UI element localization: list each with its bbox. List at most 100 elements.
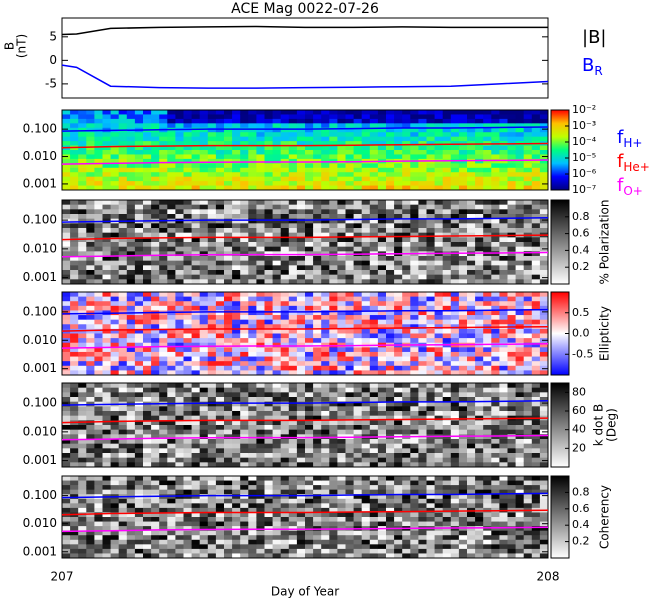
spectrogram-cell bbox=[175, 553, 184, 559]
spectrogram-cell bbox=[134, 443, 144, 449]
spectrogram-cell bbox=[523, 296, 533, 302]
spectrogram-cell bbox=[442, 392, 452, 398]
spectrogram-cell bbox=[467, 209, 476, 215]
spectrogram-cell bbox=[523, 251, 533, 257]
spectrogram-cell bbox=[224, 347, 233, 353]
spectrogram-cell bbox=[62, 110, 71, 115]
spectrogram-cell bbox=[280, 365, 290, 371]
spectrogram-cell bbox=[240, 457, 249, 463]
spectrogram-cell bbox=[183, 361, 193, 367]
spectrogram-cell bbox=[175, 218, 184, 224]
spectrogram-cell bbox=[207, 118, 217, 124]
spectrogram-cell bbox=[78, 328, 87, 334]
spectrogram-cell bbox=[118, 526, 128, 532]
spectrogram-cell bbox=[215, 420, 225, 426]
spectrogram-cell bbox=[491, 443, 500, 449]
spectrogram-cell bbox=[110, 457, 120, 463]
spectrogram-cell bbox=[175, 517, 184, 523]
spectrogram-cell bbox=[118, 489, 128, 495]
spectrogram-cell bbox=[199, 489, 209, 495]
spectrogram-cell bbox=[118, 270, 128, 276]
spectrogram-cell bbox=[515, 434, 525, 440]
spectrogram-cell bbox=[483, 397, 492, 403]
spectrogram-cell bbox=[483, 387, 492, 393]
spectrogram-cell bbox=[183, 443, 193, 449]
spectrogram-cell bbox=[126, 324, 136, 330]
spectrogram-cell bbox=[515, 301, 525, 307]
spectrogram-cell bbox=[183, 425, 193, 431]
spectrogram-cell bbox=[207, 507, 217, 513]
spectrogram-cell bbox=[240, 145, 249, 151]
spectrogram-cell bbox=[207, 503, 217, 509]
spectrogram-cell bbox=[86, 228, 95, 234]
spectrogram-cell bbox=[434, 383, 444, 389]
spectrogram-cell bbox=[426, 387, 436, 393]
spectrogram-cell bbox=[240, 274, 249, 280]
spectrogram-cell bbox=[215, 439, 225, 445]
spectrogram-cell bbox=[86, 150, 95, 155]
spectrogram-cell bbox=[134, 118, 144, 124]
spectrogram-cell bbox=[539, 123, 549, 129]
spectrogram-cell bbox=[450, 228, 460, 234]
spectrogram-cell bbox=[515, 315, 525, 321]
spectrogram-cell bbox=[369, 383, 379, 389]
spectrogram-cell bbox=[458, 114, 468, 120]
spectrogram-cell bbox=[539, 218, 549, 224]
spectrogram-cell bbox=[280, 242, 290, 248]
colorbar-tick-label: 60 bbox=[572, 404, 586, 417]
spectrogram-cell bbox=[442, 328, 452, 334]
spectrogram-cell bbox=[272, 548, 282, 554]
spectrogram-cell bbox=[369, 425, 379, 431]
spectrogram-cell bbox=[467, 181, 476, 187]
spectrogram-cell bbox=[361, 429, 371, 435]
spectrogram-cell bbox=[523, 301, 533, 307]
spectrogram-cell bbox=[224, 127, 233, 133]
spectrogram-cell bbox=[272, 141, 282, 147]
spectrogram-cell bbox=[183, 260, 193, 266]
spectrogram-cell bbox=[386, 154, 395, 160]
spectrogram-cell bbox=[377, 347, 387, 353]
spectrogram-cell bbox=[361, 237, 371, 243]
spectrogram-cell bbox=[224, 110, 233, 115]
spectrogram-cell bbox=[288, 296, 298, 302]
spectrogram-cell bbox=[515, 154, 525, 160]
spectrogram-cell bbox=[199, 485, 209, 491]
spectrogram-cell bbox=[402, 260, 411, 266]
spectrogram-cell bbox=[345, 223, 355, 229]
spectrogram-cell bbox=[151, 167, 160, 173]
spectrogram-cell bbox=[207, 127, 217, 133]
spectrogram-cell bbox=[280, 383, 290, 389]
spectrogram-cell bbox=[167, 228, 176, 234]
spectrogram-cell bbox=[531, 315, 541, 321]
spectrogram-cell bbox=[369, 406, 379, 412]
spectrogram-cell bbox=[305, 123, 314, 129]
spectrogram-cell bbox=[102, 118, 112, 124]
spectrogram-cell bbox=[70, 274, 79, 280]
spectrogram-cell bbox=[256, 265, 265, 271]
spectrogram-cell bbox=[159, 548, 168, 554]
spectrogram-cell bbox=[491, 397, 500, 403]
spectrogram-cell bbox=[313, 448, 322, 454]
spectrogram-cell bbox=[288, 539, 298, 545]
spectrogram-cell bbox=[256, 324, 265, 330]
spectrogram-cell bbox=[394, 347, 403, 353]
spectrogram-cell bbox=[402, 145, 411, 151]
spectrogram-cell bbox=[272, 118, 282, 124]
spectrogram-cell bbox=[94, 347, 103, 353]
spectrogram-cell bbox=[159, 305, 168, 311]
spectrogram-cell bbox=[215, 228, 225, 234]
spectrogram-cell bbox=[110, 370, 120, 376]
colorbar-tick-label: 10⁻⁴ bbox=[572, 135, 597, 148]
spectrogram-cell bbox=[288, 489, 298, 495]
spectrogram-cell bbox=[207, 200, 217, 206]
spectrogram-cell bbox=[151, 406, 160, 412]
spectrogram-cell bbox=[483, 214, 492, 220]
spectrogram-cell bbox=[199, 351, 209, 358]
spectrogram-cell bbox=[183, 305, 193, 311]
spectrogram-cell bbox=[539, 453, 549, 459]
spectrogram-cell bbox=[507, 110, 517, 115]
spectrogram-cell bbox=[215, 209, 225, 215]
spectrogram-cell bbox=[491, 223, 500, 229]
spectrogram-cell bbox=[143, 232, 152, 238]
spectrogram-cell bbox=[539, 214, 549, 220]
